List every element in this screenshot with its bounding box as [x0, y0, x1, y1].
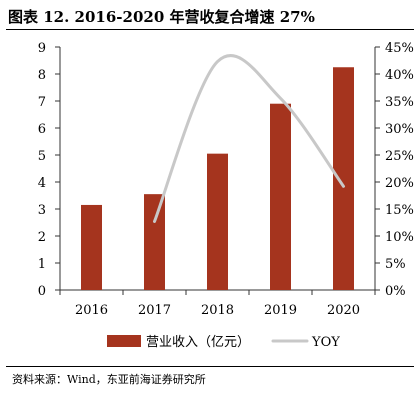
right-tick-label: 20% — [385, 176, 414, 191]
left-tick-label: 1 — [38, 257, 46, 272]
x-tick-label: 2019 — [264, 303, 297, 318]
bar — [144, 194, 165, 290]
right-tick-label: 40% — [385, 68, 414, 83]
right-tick-label: 35% — [385, 95, 414, 110]
legend-label-yoy: YOY — [311, 335, 340, 350]
left-tick-label: 0 — [38, 284, 46, 299]
legend-swatch-bar — [107, 335, 141, 347]
chart-title: 图表 12. 2016-2020 年营收复合增速 27% — [8, 8, 315, 26]
x-tick-label: 2018 — [201, 303, 234, 318]
top-rule — [6, 29, 414, 30]
bottom-rule — [6, 366, 414, 367]
x-tick-label: 2016 — [75, 303, 108, 318]
left-tick-label: 4 — [38, 176, 46, 191]
left-tick-label: 6 — [38, 122, 46, 137]
right-tick-label: 10% — [385, 230, 414, 245]
bar — [207, 153, 228, 290]
bar — [270, 103, 291, 290]
right-tick-label: 30% — [385, 122, 414, 137]
left-tick-label: 7 — [38, 95, 46, 110]
right-tick-label: 5% — [385, 257, 406, 272]
x-tick-label: 2020 — [327, 303, 360, 318]
x-tick-label: 2017 — [138, 303, 171, 318]
right-tick-label: 25% — [385, 149, 414, 164]
left-tick-label: 3 — [38, 203, 46, 218]
left-tick-label: 2 — [38, 230, 46, 245]
legend-label-revenue: 营业收入（亿元） — [146, 335, 250, 350]
source-note: 资料来源：Wind，东亚前海证券研究所 — [12, 373, 206, 386]
bar — [81, 204, 102, 290]
left-tick-label: 8 — [38, 68, 46, 83]
right-tick-label: 15% — [385, 203, 414, 218]
yoy-line — [153, 54, 345, 223]
right-tick-label: 0% — [385, 284, 406, 299]
left-tick-label: 9 — [38, 41, 46, 56]
right-tick-label: 45% — [385, 41, 414, 56]
left-tick-label: 5 — [38, 149, 46, 164]
bar — [333, 67, 354, 290]
